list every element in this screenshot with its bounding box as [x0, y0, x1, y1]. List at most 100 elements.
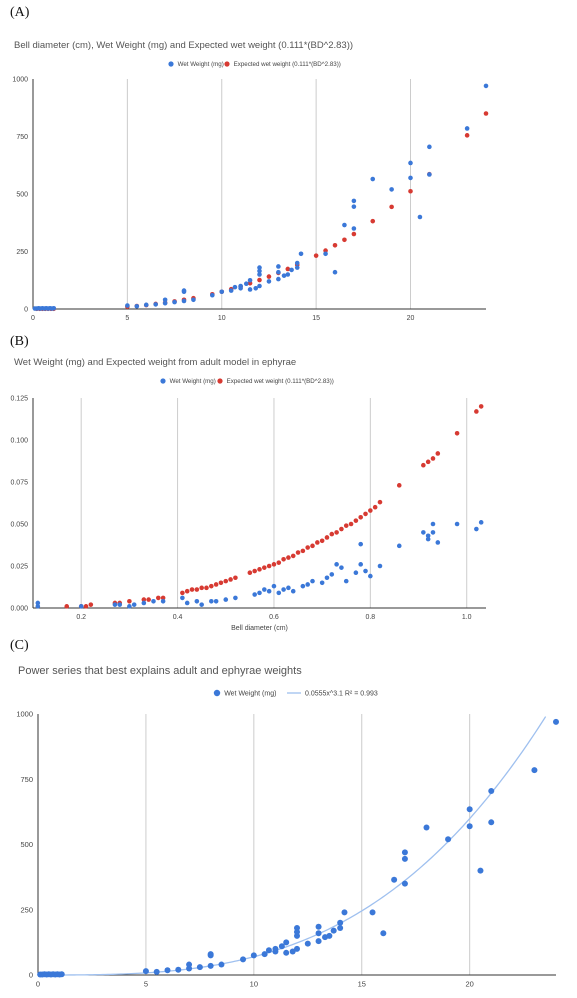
legend-marker [160, 378, 166, 384]
data-point [326, 932, 333, 939]
data-point [271, 583, 277, 589]
data-point [266, 563, 272, 569]
data-point [332, 242, 338, 248]
x-tick-label: 0.8 [365, 614, 375, 621]
data-point [417, 214, 423, 220]
data-point [276, 276, 281, 282]
data-point [330, 927, 337, 934]
legend-label: Wet Weight (mg) [224, 690, 276, 697]
data-point [276, 269, 281, 275]
data-point [553, 718, 559, 725]
data-point [262, 587, 267, 592]
x-tick-label: 5 [125, 315, 129, 322]
data-point [276, 560, 282, 565]
data-point [228, 288, 234, 293]
data-point [430, 521, 436, 527]
data-point [343, 523, 349, 528]
y-tick-label: 250 [20, 905, 33, 914]
data-point [478, 404, 484, 409]
data-point [377, 563, 383, 569]
data-point [315, 938, 322, 945]
data-point [262, 565, 267, 570]
data-point [358, 541, 364, 547]
y-tick-label: 500 [16, 191, 28, 198]
data-point [240, 956, 247, 963]
legend-marker [213, 689, 221, 697]
data-point [266, 274, 272, 279]
data-point [181, 288, 187, 293]
data-point [199, 602, 204, 607]
legend-label: Expected wet weight (0.111*(BD^2.83)) [227, 378, 334, 385]
data-point [368, 573, 373, 579]
data-point [286, 585, 291, 591]
data-point [209, 583, 214, 589]
panel-label-b: (B) [10, 334, 29, 349]
data-point [276, 264, 281, 269]
data-point [232, 284, 238, 290]
x-tick-label: 20 [407, 315, 415, 322]
legend: Wet Weight (mg) 0.0555x^3.1 R² = 0.993 [213, 689, 378, 697]
data-point [319, 580, 325, 586]
data-point [253, 286, 259, 291]
data-point [323, 248, 328, 253]
data-point [298, 251, 304, 257]
data-point [194, 587, 200, 592]
data-point [289, 948, 296, 955]
data-point [351, 204, 357, 209]
x-tick-label: 15 [312, 315, 320, 322]
y-tick-label: 0.125 [10, 395, 28, 402]
series-wet-weight [32, 83, 489, 311]
data-point [153, 968, 160, 975]
data-point [209, 598, 214, 604]
data-point [213, 598, 219, 604]
data-point [257, 277, 262, 283]
data-point [164, 967, 171, 974]
data-point [257, 283, 262, 289]
data-point [184, 600, 190, 606]
x-tick-label: 0.2 [76, 614, 86, 621]
data-point [247, 570, 253, 576]
series-wet-weight [37, 718, 559, 978]
data-point [290, 553, 296, 559]
data-point [425, 533, 431, 539]
data-point [175, 966, 182, 973]
y-tick-label: 0.100 [10, 437, 28, 444]
data-point [271, 562, 277, 567]
data-point [294, 945, 300, 952]
data-point [353, 518, 359, 523]
x-tick-label: 0.6 [269, 614, 279, 621]
trendline [38, 716, 547, 976]
data-point [294, 260, 300, 266]
data-point [289, 267, 294, 273]
data-point [324, 535, 330, 540]
data-point [339, 526, 344, 532]
data-point [531, 767, 538, 774]
data-point [368, 508, 373, 513]
data-point [363, 511, 368, 517]
data-point [285, 266, 291, 272]
data-point [305, 545, 310, 550]
y-tick-label: 750 [16, 134, 28, 141]
data-point [281, 273, 287, 278]
data-point [278, 943, 285, 950]
y-tick-label: 0.075 [10, 479, 28, 486]
data-point [283, 939, 290, 946]
data-point [363, 568, 368, 574]
data-point [131, 602, 137, 607]
y-tick-label: 0 [29, 971, 33, 980]
x-tick-label: 10 [218, 315, 226, 322]
data-point [408, 175, 413, 181]
data-point [310, 578, 315, 584]
data-point [466, 823, 473, 830]
data-point [430, 530, 436, 535]
data-point [421, 462, 426, 468]
data-point [377, 499, 383, 505]
data-point [117, 602, 123, 607]
x-axis-title: Bell diameter (cm) [231, 625, 288, 632]
data-point [351, 226, 357, 231]
data-point [143, 302, 149, 308]
legend-trendline-label: 0.0555x^3.1 R² = 0.993 [305, 690, 378, 697]
data-point [180, 595, 185, 601]
data-point [389, 204, 394, 210]
x-tick-label: 20 [465, 980, 473, 989]
